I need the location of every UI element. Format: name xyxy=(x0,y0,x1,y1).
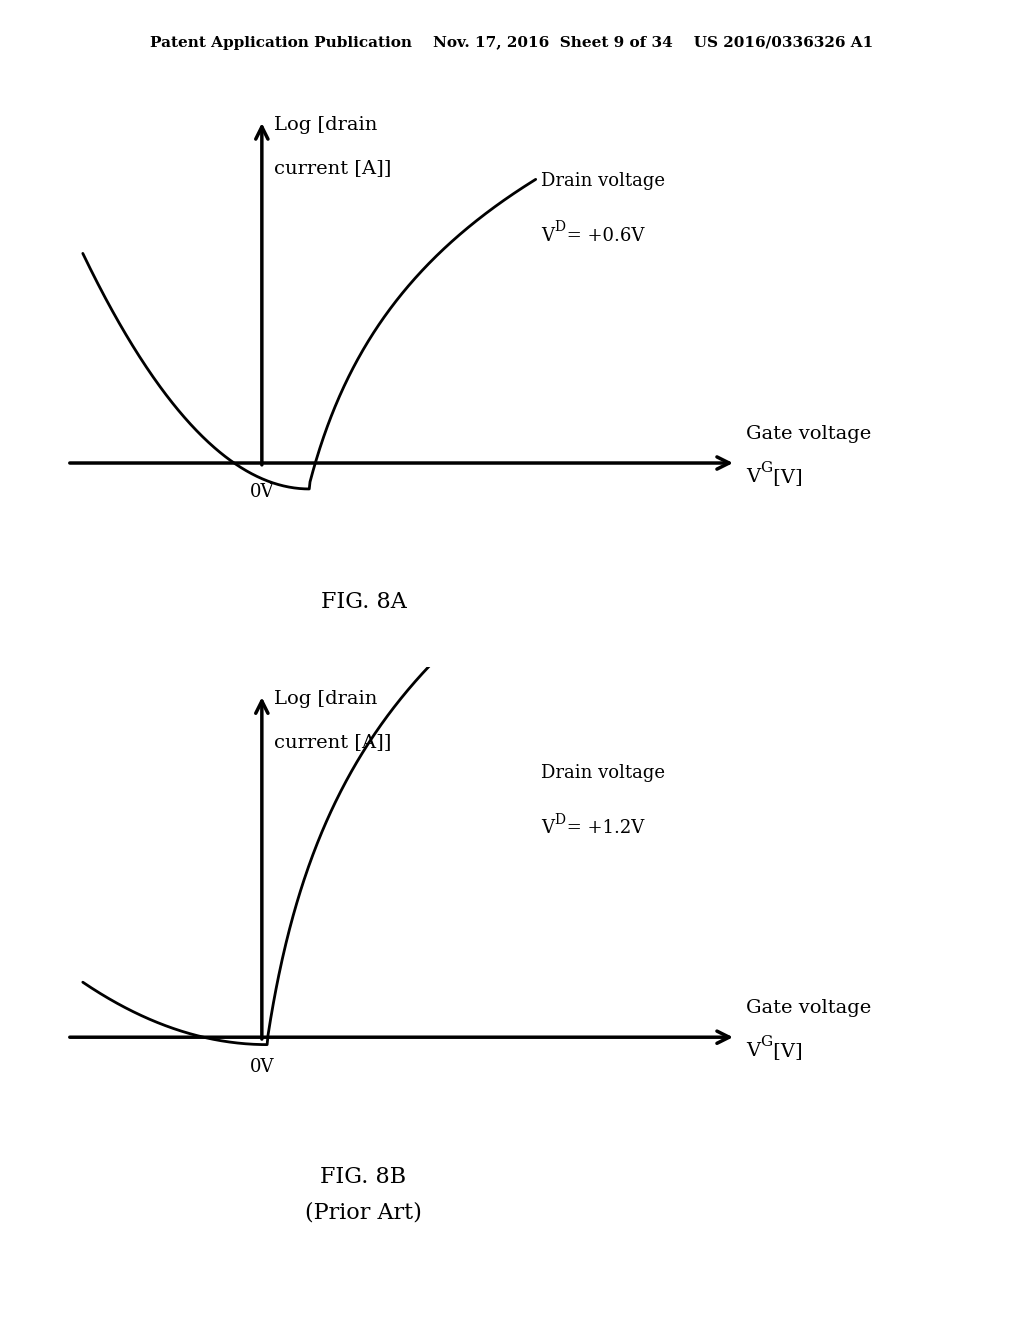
Text: V: V xyxy=(541,227,554,244)
Text: Drain voltage: Drain voltage xyxy=(541,172,665,190)
Text: 0V: 0V xyxy=(250,483,274,502)
Text: V: V xyxy=(746,467,761,486)
Text: [V]: [V] xyxy=(767,1041,803,1060)
Text: current [A]]: current [A]] xyxy=(274,734,392,751)
Text: (Prior Art): (Prior Art) xyxy=(305,1201,422,1224)
Text: V: V xyxy=(541,820,554,837)
Text: FIG. 8B: FIG. 8B xyxy=(321,1166,407,1188)
Text: V: V xyxy=(746,1041,761,1060)
Text: Patent Application Publication    Nov. 17, 2016  Sheet 9 of 34    US 2016/033632: Patent Application Publication Nov. 17, … xyxy=(151,36,873,50)
Text: Log [drain: Log [drain xyxy=(274,116,378,133)
Text: D: D xyxy=(554,813,565,828)
Text: = +0.6V: = +0.6V xyxy=(561,227,644,244)
Text: G: G xyxy=(760,1035,772,1049)
Text: [V]: [V] xyxy=(767,467,803,486)
Text: Drain voltage: Drain voltage xyxy=(541,764,665,783)
Text: D: D xyxy=(554,220,565,234)
Text: G: G xyxy=(760,461,772,475)
Text: current [A]]: current [A]] xyxy=(274,160,392,177)
Text: = +1.2V: = +1.2V xyxy=(561,820,644,837)
Text: FIG. 8A: FIG. 8A xyxy=(321,591,407,614)
Text: Gate voltage: Gate voltage xyxy=(746,999,871,1016)
Text: Log [drain: Log [drain xyxy=(274,690,378,708)
Text: 0V: 0V xyxy=(250,1057,274,1076)
Text: Gate voltage: Gate voltage xyxy=(746,425,871,442)
